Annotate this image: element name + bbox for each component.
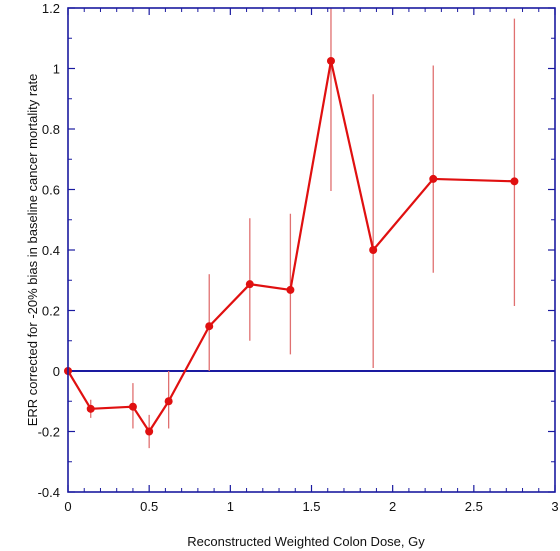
x-tick-label: 1 (227, 499, 234, 514)
y-tick-label: -0.4 (38, 485, 60, 500)
y-axis-title: ERR corrected for -20% bias in baseline … (25, 74, 40, 427)
y-tick-label: 1 (53, 62, 60, 77)
y-tick-label: 0 (53, 364, 60, 379)
x-axis-title: Reconstructed Weighted Colon Dose, Gy (187, 534, 425, 549)
y-tick-label: 0.4 (42, 243, 60, 258)
series-line (67, 59, 515, 433)
axis-ticks: 0 0.5 1 1.5 2 2.5 3 -0.4 -0.2 0 0.2 0.4 0.6 0.8 1 1.2 (38, 1, 559, 514)
y-tick-label: -0.2 (38, 425, 60, 440)
data-point (164, 397, 173, 406)
x-tick-label: 2.5 (465, 499, 483, 514)
y-tick-label: 1.2 (42, 1, 60, 16)
data-point (510, 177, 519, 186)
data-point (145, 427, 154, 436)
error-bars (90, 8, 516, 449)
y-tick-label: 0.8 (42, 122, 60, 137)
data-point (86, 404, 95, 413)
y-tick-label: 0.6 (42, 183, 60, 198)
data-point (128, 402, 137, 411)
data-point (245, 280, 254, 289)
x-tick-label: 1.5 (302, 499, 320, 514)
data-series (64, 56, 519, 436)
data-point (369, 246, 378, 254)
x-tick-label: 2 (389, 499, 396, 514)
data-point (205, 322, 214, 331)
x-tick-label: 0 (64, 499, 71, 514)
data-point (326, 56, 335, 65)
y-tick-label: 0.2 (42, 304, 60, 319)
data-point (286, 285, 295, 294)
data-point (429, 174, 438, 183)
plot-frame (67, 7, 556, 493)
x-tick-label: 0.5 (140, 499, 158, 514)
x-tick-label: 3 (551, 499, 558, 514)
